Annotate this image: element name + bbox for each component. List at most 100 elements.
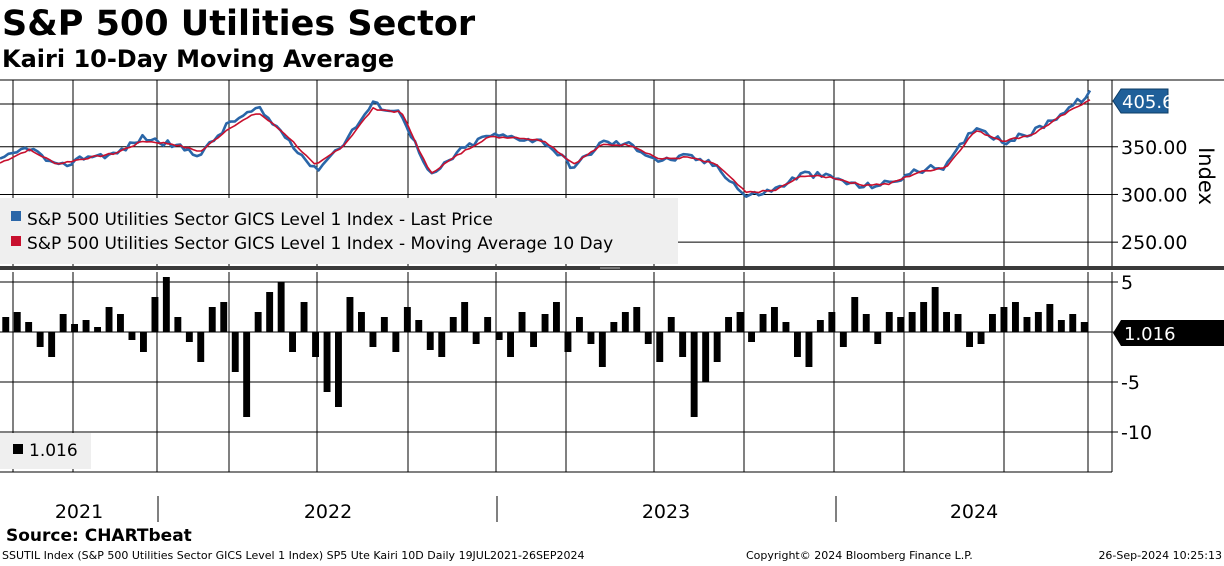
kairi-bar — [403, 307, 411, 332]
upper-y-axis-label: Index — [1194, 147, 1218, 205]
kairi-bar — [2, 317, 10, 332]
kairi-bar — [713, 332, 721, 362]
kairi-bars — [2, 277, 1088, 417]
kairi-bar — [690, 332, 698, 417]
kairi-bar — [128, 332, 136, 340]
kairi-bar — [449, 317, 457, 332]
kairi-bar — [140, 332, 147, 352]
kairi-bar — [862, 314, 870, 332]
kairi-bar — [94, 327, 101, 332]
kairi-bar — [71, 324, 78, 332]
kairi-bar — [621, 312, 629, 332]
kairi-bar — [989, 314, 996, 332]
kairi-bar — [82, 320, 90, 332]
kairi-bar — [358, 312, 365, 332]
kairi-bar — [346, 297, 354, 332]
kairi-bar — [484, 317, 492, 332]
kairi-bar — [208, 307, 216, 332]
kairi-bar — [518, 312, 526, 332]
x-tick-2023: 2023 — [642, 501, 690, 523]
kairi-bar — [598, 332, 606, 367]
upper-legend: S&P 500 Utilities Sector GICS Level 1 In… — [0, 198, 678, 264]
kairi-bar — [1057, 320, 1065, 332]
kairi-bar — [931, 287, 939, 332]
kairi-bar — [897, 317, 905, 332]
last-kairi-label-box — [1113, 320, 1224, 346]
kairi-bar — [759, 314, 767, 332]
kairi-bar — [885, 312, 893, 332]
last-price-label-text: 405.67 — [1122, 92, 1185, 113]
kairi-bar — [243, 332, 251, 417]
kairi-bar — [197, 332, 205, 362]
kairi-bar — [507, 332, 514, 357]
kairi-bar — [954, 314, 962, 332]
lower-panel-grid — [0, 272, 1112, 472]
kairi-bar — [105, 307, 113, 332]
kairi-bar — [254, 312, 262, 332]
kairi-bar — [323, 332, 331, 392]
kairi-bar — [576, 317, 583, 332]
kairi-bar — [771, 307, 778, 332]
kairi-bar — [1012, 302, 1019, 332]
kairi-bar — [908, 312, 916, 332]
kairi-bar — [289, 332, 296, 352]
footer-copyright: Copyright© 2024 Bloomberg Finance L.P. — [746, 549, 973, 562]
kairi-bar — [530, 332, 537, 347]
price-series-line — [0, 89, 1092, 198]
kairi-bar — [748, 332, 755, 342]
x-tick-2022: 2022 — [304, 501, 352, 523]
kairi-bar — [725, 317, 732, 332]
kairi-bar — [644, 332, 652, 344]
legend-price-swatch — [11, 211, 21, 221]
kairi-bar — [36, 332, 44, 347]
kairi-bar — [185, 332, 193, 342]
upper-tick-label: 350.00 — [1121, 137, 1187, 159]
kairi-bar — [587, 332, 595, 344]
lower-tick-label: -10 — [1121, 422, 1152, 444]
upper-tick-label: 250.00 — [1121, 232, 1187, 254]
last-kairi-label: 1.016 — [1113, 320, 1224, 346]
kairi-bar — [564, 332, 572, 352]
legend-price-label: S&P 500 Utilities Sector GICS Level 1 In… — [27, 210, 493, 230]
kairi-bar — [392, 332, 400, 352]
kairi-bar — [174, 317, 182, 332]
kairi-bar — [415, 320, 423, 332]
lower-tick-label: -5 — [1121, 372, 1140, 394]
legend-kairi-swatch — [13, 444, 23, 454]
x-tick-2021: 2021 — [55, 501, 103, 523]
footer-description: SSUTIL Index (S&P 500 Utilities Sector G… — [2, 549, 585, 562]
kairi-bar — [48, 332, 56, 357]
kairi-bar — [13, 312, 21, 332]
lower-legend: 1.016 — [0, 433, 91, 469]
kairi-bar — [335, 332, 342, 407]
kairi-bar — [461, 302, 469, 332]
kairi-bar — [25, 322, 33, 332]
kairi-bar — [966, 332, 973, 347]
kairi-bar — [977, 332, 985, 344]
last-price-label-box — [1112, 88, 1169, 114]
kairi-bar — [380, 317, 388, 332]
kairi-bar — [828, 312, 836, 332]
kairi-bar — [1069, 314, 1077, 332]
legend-kairi-label: 1.016 — [29, 441, 78, 461]
last-price-label: 405.67 — [1112, 88, 1185, 114]
kairi-bar — [220, 302, 228, 332]
kairi-bar — [300, 302, 308, 332]
kairi-bar — [312, 332, 319, 357]
kairi-bar — [610, 322, 618, 332]
kairi-bar — [541, 314, 549, 332]
kairi-bar — [1000, 307, 1008, 332]
kairi-bar — [667, 317, 675, 332]
kairi-bar — [553, 302, 560, 332]
kairi-bar — [151, 297, 159, 332]
lower-y-axis: 50-5-10 — [1112, 272, 1152, 444]
legend-ma-label: S&P 500 Utilities Sector GICS Level 1 In… — [27, 234, 613, 254]
kairi-bar — [943, 312, 950, 332]
kairi-bar — [782, 322, 790, 332]
kairi-bar — [438, 332, 446, 357]
kairi-bar — [277, 282, 285, 332]
lower-tick-label: 5 — [1121, 272, 1133, 294]
kairi-bar — [1046, 304, 1054, 332]
kairi-bar — [117, 314, 124, 332]
